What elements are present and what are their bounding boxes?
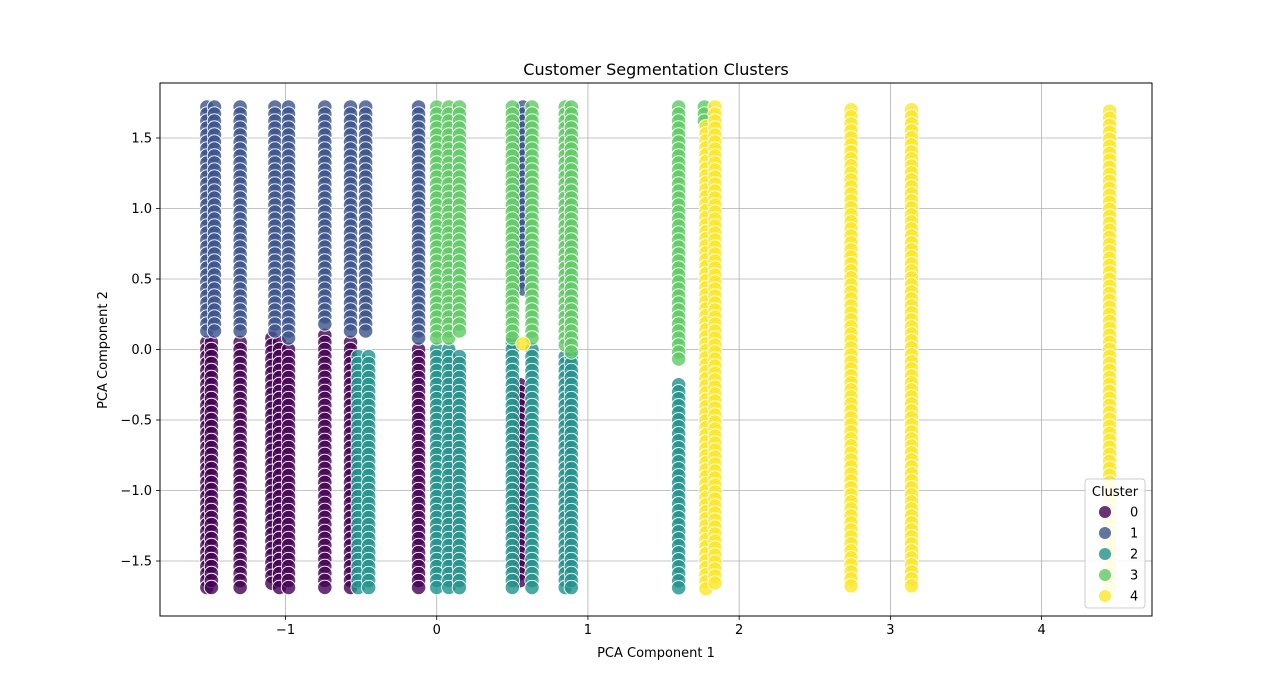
data-point xyxy=(707,575,723,591)
legend-label: 2 xyxy=(1130,548,1138,563)
grid xyxy=(160,83,1152,616)
x-tick-label: 3 xyxy=(886,623,894,638)
y-tick-label: 0.0 xyxy=(131,343,152,358)
data-point xyxy=(267,323,283,339)
series-0 xyxy=(199,327,528,596)
data-point xyxy=(441,330,457,346)
data-point xyxy=(451,323,468,339)
data-point xyxy=(361,579,377,596)
legend: Cluster 0 1 2 3 4 xyxy=(1084,478,1146,609)
y-tick-label: 1.0 xyxy=(131,202,152,217)
legend-marker xyxy=(1098,568,1112,582)
x-axis: −1 0 1 2 3 4 xyxy=(276,616,1046,638)
data-point xyxy=(504,579,520,596)
legend-marker xyxy=(1098,589,1112,603)
legend-marker xyxy=(1098,526,1112,540)
x-tick-label: 0 xyxy=(433,623,441,638)
series-3 xyxy=(429,99,713,367)
data-point xyxy=(317,316,333,332)
data-point xyxy=(232,579,248,596)
data-point xyxy=(203,579,220,596)
data-point xyxy=(563,344,579,360)
x-tick-label: 1 xyxy=(584,623,592,638)
data-point xyxy=(342,323,359,339)
legend-label: 1 xyxy=(1130,527,1138,542)
data-point xyxy=(451,579,468,596)
legend-marker xyxy=(1098,547,1112,561)
y-tick-label: 1.5 xyxy=(131,131,152,146)
series-4 xyxy=(515,99,1118,597)
data-point xyxy=(232,323,248,339)
data-point xyxy=(903,578,920,594)
x-tick-label: 4 xyxy=(1037,623,1045,638)
data-point xyxy=(671,351,687,367)
legend-label: 0 xyxy=(1130,506,1138,521)
data-point xyxy=(280,330,297,346)
series-2 xyxy=(350,334,687,596)
y-tick-label: −0.5 xyxy=(120,414,152,429)
y-axis: −1.5 −1.0 −0.5 0.0 0.5 1.0 1.5 xyxy=(120,131,160,570)
data-point xyxy=(671,580,687,596)
x-tick-label: 2 xyxy=(735,623,743,638)
y-tick-label: −1.0 xyxy=(120,484,152,499)
data-point xyxy=(206,323,223,339)
legend-label: 3 xyxy=(1130,569,1138,584)
legend-title: Cluster xyxy=(1092,485,1139,500)
data-point xyxy=(515,336,531,352)
x-axis-label: PCA Component 1 xyxy=(597,646,715,661)
series-1 xyxy=(199,99,531,346)
chart-title: Customer Segmentation Clusters xyxy=(523,60,788,79)
legend-marker xyxy=(1098,505,1112,519)
x-tick-label: −1 xyxy=(276,623,295,638)
data-point xyxy=(358,323,374,339)
y-tick-label: −1.5 xyxy=(120,555,152,570)
data-point xyxy=(410,330,427,346)
y-axis-label: PCA Component 2 xyxy=(96,291,111,409)
data-point xyxy=(317,579,333,596)
legend-label: 4 xyxy=(1130,590,1138,605)
data-point xyxy=(843,578,859,594)
y-tick-label: 0.5 xyxy=(131,272,152,287)
data-point xyxy=(410,579,427,596)
plot-points xyxy=(199,99,1118,597)
data-point xyxy=(280,579,297,596)
data-point xyxy=(524,579,540,596)
data-point xyxy=(563,579,579,596)
